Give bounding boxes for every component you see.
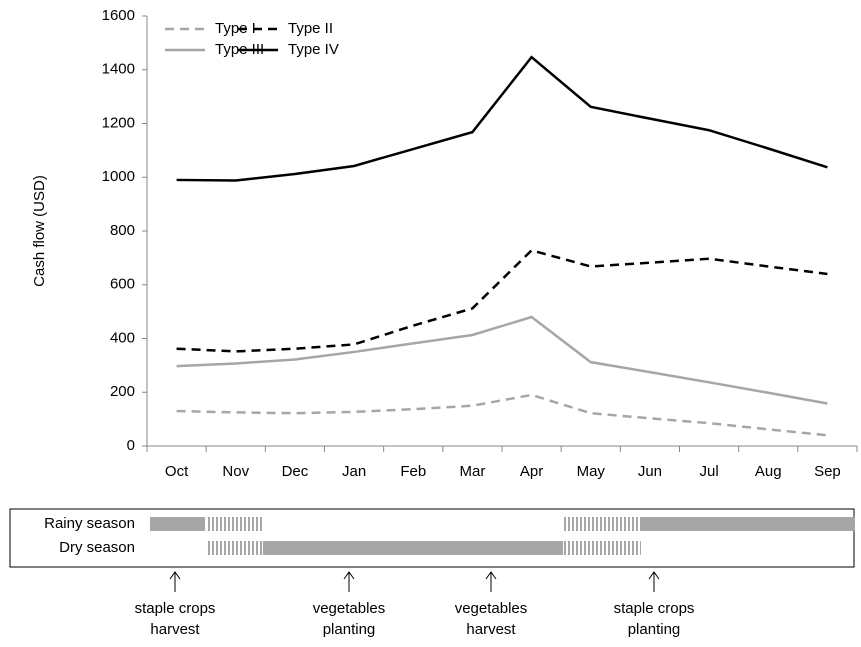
annotation: staple crops [135, 600, 216, 617]
annotation: harvest [466, 621, 516, 638]
y-tick-label: 1600 [102, 7, 135, 24]
rainy-bar [150, 517, 855, 531]
y-tick-label: 1400 [102, 61, 135, 78]
x-tick-label: Oct [165, 463, 189, 480]
y-tick-label: 200 [110, 383, 135, 400]
legend-label: Type II [288, 20, 333, 37]
x-tick-label: Jun [638, 463, 662, 480]
y-tick-label: 1200 [102, 114, 135, 131]
x-tick-label: Jan [342, 463, 366, 480]
x-tick-label: Feb [400, 463, 426, 480]
x-tick-label: Apr [520, 463, 543, 480]
annotation: vegetables [313, 600, 386, 617]
y-tick-label: 1000 [102, 168, 135, 185]
plot: 0 200 400 600 800 1000 1200 1400 1600 Oct Nov Dec Ja… [102, 7, 858, 480]
annotation: harvest [150, 621, 200, 638]
annotations: staple crops harvest vegetables planting veg… [135, 571, 695, 638]
series-line [176, 248, 828, 353]
series-line [176, 55, 828, 182]
dry-bar [206, 541, 641, 555]
y-axis-label: Cash flow (USD) [31, 175, 48, 287]
series-line [176, 393, 828, 437]
y-tick-label: 0 [127, 437, 135, 454]
season-label: Rainy season [44, 515, 135, 532]
legend-label: Type IV [288, 41, 339, 58]
x-tick-label: Jul [699, 463, 718, 480]
arrow [485, 571, 497, 592]
x-tick-label: Aug [755, 463, 782, 480]
season-label: Dry season [59, 539, 135, 556]
arrow [343, 571, 355, 592]
x-tick-label: Mar [459, 463, 485, 480]
x-tick-label: Dec [282, 463, 309, 480]
annotation: planting [628, 621, 681, 638]
arrow [169, 571, 181, 592]
season-box [9, 508, 855, 568]
annotation: vegetables [455, 600, 528, 617]
y-tick-label: 600 [110, 276, 135, 293]
x-tick-label: May [577, 463, 606, 480]
legend-label: Type I [215, 20, 256, 37]
x-tick-label: Sep [814, 463, 841, 480]
y-tick-label: 800 [110, 222, 135, 239]
annotation: staple crops [614, 600, 695, 617]
x-tick-label: Nov [222, 463, 249, 480]
arrow [648, 571, 660, 592]
annotation: planting [323, 621, 376, 638]
series-line [176, 315, 828, 405]
y-tick-label: 400 [110, 329, 135, 346]
